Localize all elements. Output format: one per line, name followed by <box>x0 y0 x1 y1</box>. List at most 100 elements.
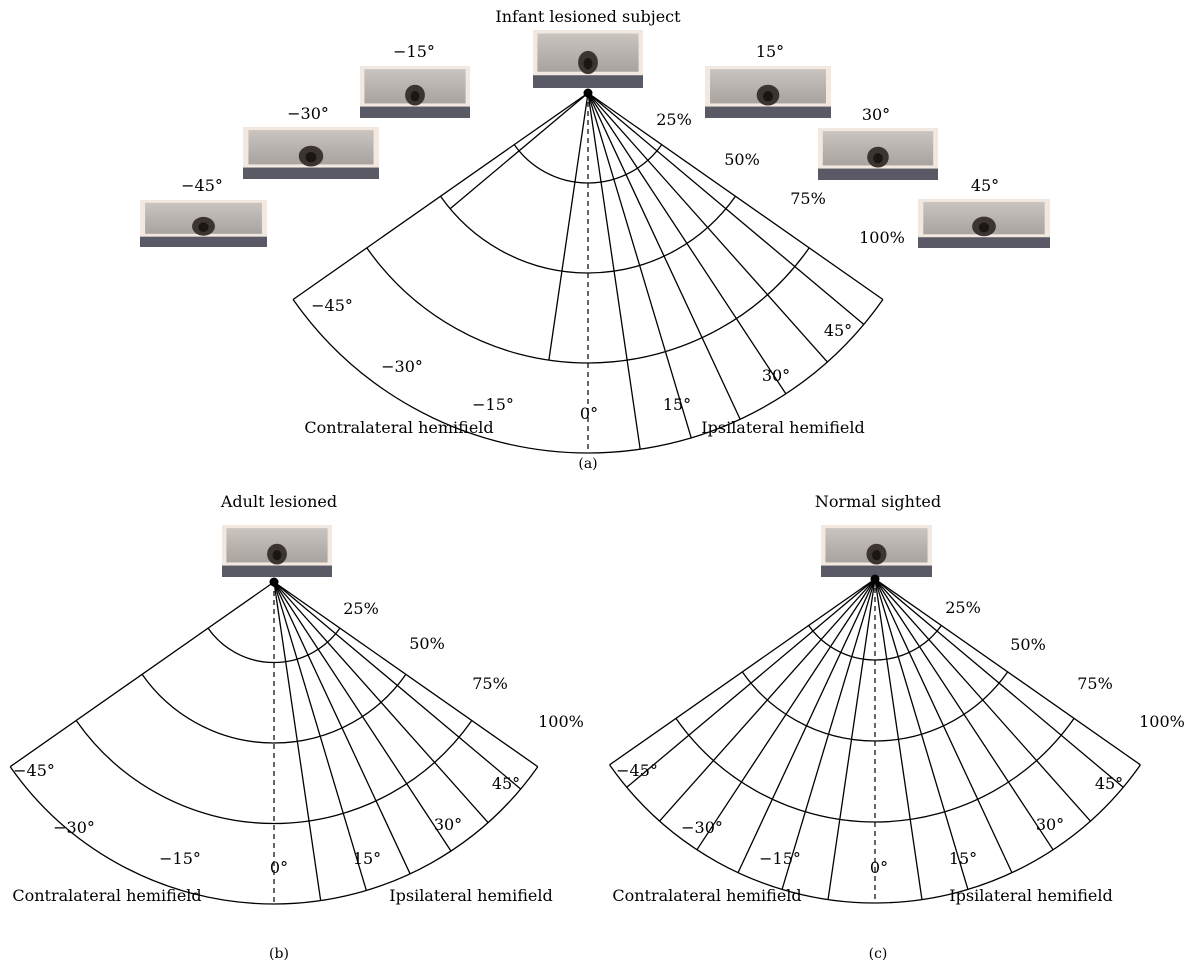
panel-a-thumb-label-neg45: −45° <box>181 176 223 195</box>
subject-face <box>873 152 883 164</box>
fan-edge-left <box>292 92 589 301</box>
panel-a-left-label: Contralateral hemifield <box>304 418 493 437</box>
photo-floor <box>818 168 938 180</box>
ray-neg30 <box>696 578 876 851</box>
panel-b-ring-label-25: 25% <box>343 599 379 618</box>
ring-25 <box>808 625 942 661</box>
panel-c: Normal sighted 25% 50% 75% 100% −45° −30… <box>609 492 1185 962</box>
panel-a-thumbnail-neg45 <box>140 200 267 247</box>
ray-30 <box>587 92 787 395</box>
panel-c-right-label: Ipsilateral hemifield <box>949 886 1112 905</box>
ring-50 <box>141 673 407 744</box>
ray-15 <box>273 581 367 891</box>
panel-a-angle-label-30: 30° <box>762 366 790 385</box>
panel-c-thumbnail <box>821 525 932 577</box>
panel-b-angle-label-neg45: −45° <box>13 761 55 780</box>
ray-37_5 <box>587 92 828 363</box>
panel-b-caption: (b) <box>269 946 289 962</box>
panel-a-angle-label-neg15: −15° <box>472 395 514 414</box>
ray-7_5 <box>587 92 641 450</box>
panel-a-angle-label-15: 15° <box>663 395 691 414</box>
subject-face <box>762 90 774 102</box>
panel-a-thumbnail-neg30 <box>243 127 379 179</box>
panel-c-ring-label-25: 25% <box>945 598 981 617</box>
panel-b: Adult lesioned 25% 50% 75% 100% −45° −30… <box>9 492 584 962</box>
photo-floor <box>140 236 267 247</box>
panel-a-thumbnail-pos15 <box>705 66 831 118</box>
panel-a-thumb-label-pos30: 30° <box>862 105 890 124</box>
ray-neg7_5 <box>827 578 876 900</box>
ray-37_5 <box>874 578 1091 822</box>
ray-neg45 <box>626 578 876 788</box>
ray-15 <box>587 92 692 439</box>
panel-a-thumb-label-pos45: 45° <box>971 176 999 195</box>
panel-b-ring-label-100: 100% <box>538 712 584 731</box>
subject-face <box>305 151 317 163</box>
panel-b-title: Adult lesioned <box>220 492 337 511</box>
panel-b-angle-label-neg30: −30° <box>53 818 95 837</box>
subject-face <box>978 222 990 233</box>
panel-b-fan <box>9 577 539 905</box>
panel-a-thumb-label-neg30: −30° <box>287 104 329 123</box>
panel-a-thumb-label-neg15: −15° <box>393 42 435 61</box>
subject-face <box>583 57 593 70</box>
panel-b-angle-label-0: 0° <box>270 858 288 877</box>
ring-50 <box>440 195 736 274</box>
panel-c-angle-label-neg45: −45° <box>616 761 658 780</box>
photo-floor <box>533 75 643 88</box>
panel-a-fan <box>292 88 884 454</box>
panel-c-title: Normal sighted <box>815 492 941 511</box>
panel-c-ring-label-50: 50% <box>1010 635 1046 654</box>
ring-100 <box>292 299 884 454</box>
subject-face <box>410 90 420 102</box>
ring-100 <box>609 764 1141 904</box>
panel-a-thumbnail-pos30 <box>818 128 938 180</box>
panel-b-ring-label-75: 75% <box>472 674 508 693</box>
subject-face <box>272 549 282 561</box>
panel-c-angle-label-0: 0° <box>870 858 888 877</box>
ray-22_5 <box>874 578 1013 873</box>
photo-floor <box>360 106 470 118</box>
panel-c-ring-label-100: 100% <box>1139 712 1185 731</box>
ring-25 <box>207 627 341 664</box>
ray-neg37_5 <box>659 578 876 822</box>
subject-face <box>198 222 209 232</box>
ray-neg15 <box>781 578 876 890</box>
panel-b-angle-label-30: 30° <box>434 815 462 834</box>
ray-30 <box>874 578 1054 851</box>
panel-a-thumbnail-center <box>533 30 643 88</box>
fan-origin-dot <box>583 88 593 98</box>
panel-a-thumb-label-pos15: 15° <box>756 42 784 61</box>
photo-floor <box>918 237 1050 248</box>
ray-7_5 <box>874 578 923 900</box>
ray-7_5 <box>273 581 322 901</box>
panel-a-angle-label-neg30: −30° <box>381 357 423 376</box>
panel-a-ring-label-75: 75% <box>790 189 826 208</box>
fan-origin-dot <box>269 577 279 587</box>
panel-b-angle-label-45: 45° <box>492 774 520 793</box>
ray-neg7_5 <box>548 92 589 361</box>
panel-a-ring-label-25: 25% <box>656 110 692 129</box>
ray-45 <box>273 581 522 790</box>
panel-a-thumbnail-pos45 <box>918 199 1050 248</box>
photo-floor <box>243 167 379 179</box>
panel-b-angle-label-neg15: −15° <box>159 849 201 868</box>
photo-floor <box>222 565 332 577</box>
ring-100 <box>9 766 539 905</box>
panel-c-fan <box>609 574 1141 904</box>
panel-b-ring-label-50: 50% <box>409 634 445 653</box>
panel-b-right-label: Ipsilateral hemifield <box>389 886 552 905</box>
ray-neg22_5 <box>737 578 876 873</box>
panel-a-thumbnail-neg15 <box>360 66 470 118</box>
panel-c-angle-label-15: 15° <box>949 849 977 868</box>
panel-c-ring-label-75: 75% <box>1077 674 1113 693</box>
panel-a: Infant lesioned subject −15° 15° −30° 30… <box>140 7 1050 472</box>
panel-a-ring-label-100: 100% <box>859 228 905 247</box>
panel-a-angle-label-neg45: −45° <box>311 296 353 315</box>
panel-c-angle-label-45: 45° <box>1095 774 1123 793</box>
panel-c-angle-label-30: 30° <box>1036 815 1064 834</box>
panel-a-angle-label-0: 0° <box>580 404 598 423</box>
ring-50 <box>741 671 1009 742</box>
panel-b-thumbnail <box>222 525 332 577</box>
